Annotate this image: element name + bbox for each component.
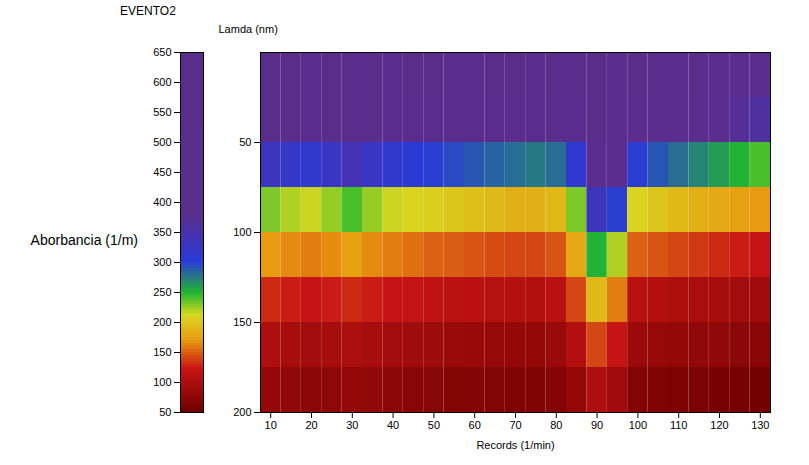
svg-text:250: 250 bbox=[153, 286, 171, 298]
svg-text:150: 150 bbox=[153, 346, 171, 358]
svg-text:650: 650 bbox=[153, 46, 171, 58]
svg-text:130: 130 bbox=[751, 419, 769, 431]
svg-text:110: 110 bbox=[670, 419, 688, 431]
svg-text:100: 100 bbox=[153, 376, 171, 388]
svg-text:120: 120 bbox=[710, 419, 728, 431]
svg-text:Records (1/min): Records (1/min) bbox=[476, 439, 554, 451]
svg-text:450: 450 bbox=[153, 166, 171, 178]
svg-text:50: 50 bbox=[239, 136, 251, 148]
svg-text:20: 20 bbox=[305, 419, 317, 431]
svg-text:100: 100 bbox=[629, 419, 647, 431]
svg-text:300: 300 bbox=[153, 256, 171, 268]
svg-text:600: 600 bbox=[153, 76, 171, 88]
svg-text:60: 60 bbox=[469, 419, 481, 431]
svg-text:90: 90 bbox=[591, 419, 603, 431]
svg-text:Lamda (nm): Lamda (nm) bbox=[219, 23, 278, 35]
svg-text:100: 100 bbox=[233, 226, 251, 238]
html-text:Aborbancia (1/m): Aborbancia (1/m) bbox=[30, 231, 138, 248]
svg-text:350: 350 bbox=[153, 226, 171, 238]
svg-text:500: 500 bbox=[153, 136, 171, 148]
svg-text:50: 50 bbox=[428, 419, 440, 431]
svg-text:200: 200 bbox=[233, 406, 251, 418]
svg-text:30: 30 bbox=[346, 419, 358, 431]
svg-text:50: 50 bbox=[159, 406, 171, 418]
svg-text:400: 400 bbox=[153, 196, 171, 208]
svg-text:80: 80 bbox=[550, 419, 562, 431]
svg-text:550: 550 bbox=[153, 106, 171, 118]
svg-text:40: 40 bbox=[387, 419, 399, 431]
svg-text:200: 200 bbox=[153, 316, 171, 328]
svg-text:10: 10 bbox=[265, 419, 277, 431]
svg-text:70: 70 bbox=[509, 419, 521, 431]
html-text:EVENTO2: EVENTO2 bbox=[120, 4, 176, 18]
svg-text:150: 150 bbox=[233, 316, 251, 328]
